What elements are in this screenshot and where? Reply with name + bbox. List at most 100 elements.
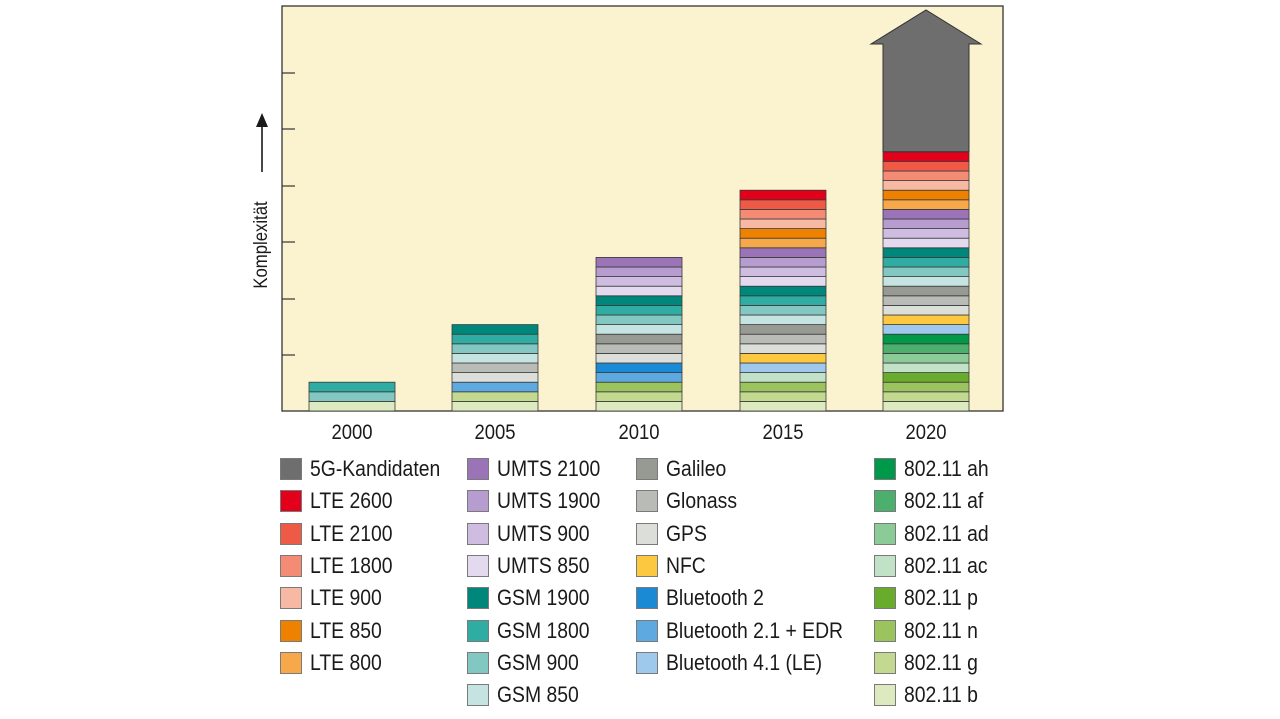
bar-2020-w-ah: 802.11 ah [882, 333, 970, 345]
legend-item-w-b: 802.11 b [874, 681, 988, 709]
legend-item-w-ac: 802.11 ac [874, 552, 999, 580]
bar-2010-umts850: UMTS 850 [595, 285, 683, 297]
legend-item-w-n: 802.11 n [874, 617, 988, 645]
legend-label: Bluetooth 4.1 (LE) [666, 649, 823, 675]
bar-2010-bt21: Bluetooth 2.1 + EDR [595, 372, 683, 383]
bar-2015-w-g: 802.11 g [739, 391, 827, 402]
legend-label: Bluetooth 2.1 + EDR [666, 617, 844, 643]
x-tick-label-2005: 2005 [474, 421, 515, 444]
y-axis-label: Komplexität [250, 201, 271, 288]
bar-2010-umts2100: UMTS 2100 [595, 256, 683, 268]
bar-2005-bt21: Bluetooth 2.1 + EDR [451, 381, 539, 393]
bar-2010-glonass: Glonass [595, 343, 683, 354]
legend-swatch [467, 458, 489, 480]
bar-2000-gsm900: GSM 900 [308, 391, 396, 402]
bar-2020-gsm850: GSM 850 [882, 276, 970, 287]
legend-swatch [874, 522, 896, 545]
legend-label: UMTS 1900 [497, 488, 601, 514]
bar-2020-gsm1900: GSM 1900 [882, 247, 970, 258]
legend-item-glonass: Glonass [636, 487, 747, 515]
legend-swatch [636, 522, 658, 545]
bar-2000-w-b: 802.11 b [308, 400, 396, 412]
bar-2010-gsm1800: GSM 1800 [595, 304, 683, 316]
x-tick-label-2010: 2010 [618, 421, 659, 444]
bar-2020-umts2100: UMTS 2100 [882, 208, 970, 220]
legend-label: GSM 1900 [497, 585, 590, 611]
bar-2015-lte900: LTE 900 [739, 218, 827, 230]
bar-2015-umts900: UMTS 900 [739, 266, 827, 278]
bar-2020-lte2100: LTE 2100 [882, 160, 970, 172]
legend-item-gps: GPS [636, 520, 712, 548]
legend-label: 802.11 n [904, 617, 978, 643]
bar-2015-gsm1800: GSM 1800 [739, 295, 827, 306]
legend-item-lte2600: LTE 2600 [280, 487, 404, 515]
legend-label: 802.11 b [904, 682, 978, 708]
legend-label: GSM 850 [497, 682, 579, 708]
bar-2010-w-b: 802.11 b [595, 400, 683, 412]
legend-item-lte850: LTE 850 [280, 617, 392, 645]
bar-2020-gsm1800: GSM 1800 [882, 256, 970, 268]
legend-label: Glonass [666, 488, 738, 514]
bar-2020-w-ad: 802.11 ad [882, 352, 970, 364]
bar-2020-lte850: LTE 850 [882, 189, 970, 201]
bar-2020-w-ac: 802.11 ac [882, 362, 970, 374]
legend-swatch [874, 458, 896, 480]
bar-2020-galileo: Galileo [882, 285, 970, 297]
legend-item-bt2: Bluetooth 2 [636, 584, 777, 612]
bar-2020-lte1800: LTE 1800 [882, 170, 970, 182]
legend-swatch [874, 651, 896, 674]
legend-item-bt21: Bluetooth 2.1 + EDR [636, 617, 867, 645]
legend-swatch [636, 490, 658, 513]
bar-2015-lte2100: LTE 2100 [739, 199, 827, 210]
legend-item-w-af: 802.11 af [874, 487, 994, 515]
bar-2005-gps: GPS [451, 372, 539, 383]
legend-swatch [467, 619, 489, 642]
legend-swatch [280, 587, 302, 610]
bar-2010-galileo: Galileo [595, 333, 683, 345]
legend-label: LTE 800 [310, 649, 382, 675]
bar-2005-gsm1900: GSM 1900 [451, 324, 539, 335]
bar-2010-gps: GPS [595, 352, 683, 364]
legend-swatch [874, 587, 896, 610]
legend-item-gsm1900: GSM 1900 [467, 584, 602, 612]
legend-item-nfc: NFC [636, 552, 711, 580]
bar-2010-w-n: 802.11 n [595, 381, 683, 393]
legend-swatch [636, 554, 658, 577]
bar-2015-umts1900: UMTS 1900 [739, 256, 827, 268]
bar-2020-umts900: UMTS 900 [882, 228, 970, 239]
legend-label: NFC [666, 552, 706, 578]
legend-item-lte800: LTE 800 [280, 649, 392, 677]
bar-2010-gsm850: GSM 850 [595, 324, 683, 335]
bar-2015-lte2600: LTE 2600 [739, 189, 827, 201]
x-tick-label-2020: 2020 [905, 421, 946, 444]
legend-swatch [874, 684, 896, 707]
legend-label: LTE 2100 [310, 520, 393, 546]
legend-item-umts1900: UMTS 1900 [467, 487, 614, 515]
legend-label: LTE 850 [310, 617, 382, 643]
legend-item-lte900: LTE 900 [280, 584, 392, 612]
legend-swatch [636, 651, 658, 674]
bar-2005-gsm1800: GSM 1800 [451, 333, 539, 345]
bar-2010-bt2: Bluetooth 2 [595, 362, 683, 374]
legend-swatch [467, 522, 489, 545]
legend-swatch [636, 458, 658, 480]
bar-2020-gps: GPS [882, 304, 970, 316]
legend-label: LTE 1800 [310, 552, 393, 578]
legend-swatch [874, 619, 896, 642]
legend-item-lte1800: LTE 1800 [280, 552, 404, 580]
bar-2015-umts2100: UMTS 2100 [739, 247, 827, 258]
x-tick-label-2000: 2000 [331, 421, 372, 444]
legend-swatch [467, 684, 489, 707]
legend-item-gsm1800: GSM 1800 [467, 617, 602, 645]
y-axis-arrow-head [256, 113, 268, 127]
bar-2005-w-g: 802.11 g [451, 391, 539, 402]
bar-2000-gsm1800: GSM 1800 [308, 381, 396, 393]
x-tick-label-2015: 2015 [762, 421, 803, 444]
legend-item-lte2100: LTE 2100 [280, 520, 404, 548]
bar-2005-glonass: Glonass [451, 362, 539, 374]
legend-label: 802.11 g [904, 649, 978, 675]
legend-label: 802.11 ad [904, 520, 989, 546]
bar-2015-gsm1900: GSM 1900 [739, 285, 827, 297]
legend-item-gsm900: GSM 900 [467, 649, 590, 677]
legend-swatch [467, 490, 489, 513]
